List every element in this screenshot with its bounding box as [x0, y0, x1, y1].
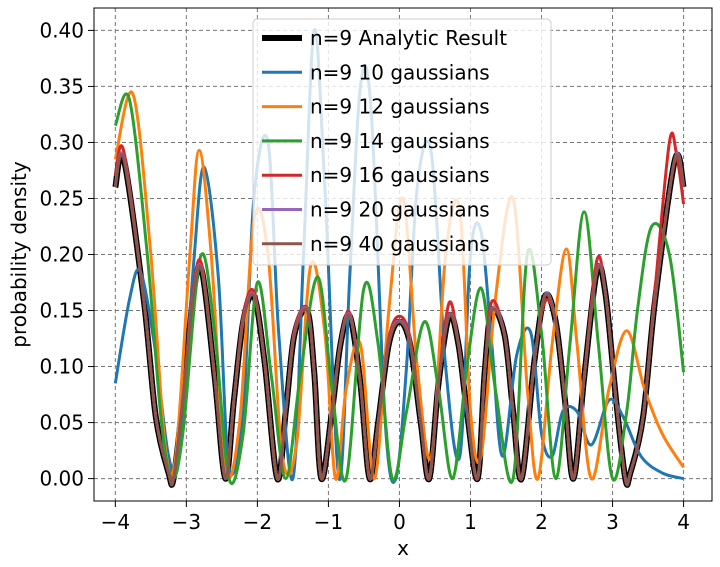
legend-label: n=9 Analytic Result [310, 26, 507, 50]
x-axis: −4 −3 −2 −1 0 1 2 3 4 [101, 501, 690, 534]
legend-label: n=9 40 gaussians [310, 232, 490, 256]
legend-label: n=9 20 gaussians [310, 198, 490, 222]
y-axis-label: probability density [7, 161, 31, 348]
legend-label: n=9 10 gaussians [310, 60, 490, 84]
legend-label: n=9 12 gaussians [310, 95, 490, 119]
x-tick-label: −4 [101, 510, 130, 534]
y-tick-label: 0.20 [39, 243, 84, 267]
x-tick-label: 3 [606, 510, 619, 534]
x-axis-label: x [397, 536, 409, 560]
x-tick-label: −2 [243, 510, 272, 534]
x-tick-label: 4 [677, 510, 690, 534]
series-line-6 [113, 153, 686, 487]
x-tick-label: −3 [172, 510, 201, 534]
y-tick-label: 0.25 [39, 186, 84, 210]
y-tick-label: 0.35 [39, 74, 84, 98]
y-tick-label: 0.15 [39, 299, 84, 323]
x-tick-label: −1 [314, 510, 343, 534]
y-tick-label: 0.05 [39, 411, 84, 435]
legend-box [252, 18, 552, 266]
series-line-2 [113, 90, 685, 481]
x-tick-label: 2 [535, 510, 548, 534]
series-lines [112, 28, 687, 488]
x-tick-label: 0 [393, 510, 406, 534]
legend-label: n=9 16 gaussians [310, 163, 490, 187]
y-tick-label: 0.30 [39, 130, 84, 154]
y-tick-label: 0.00 [39, 467, 84, 491]
y-tick-label: 0.40 [39, 18, 84, 42]
series-line-3 [113, 92, 686, 485]
y-tick-label: 0.10 [39, 355, 84, 379]
legend-label: n=9 14 gaussians [310, 129, 490, 153]
x-tick-label: 1 [464, 510, 477, 534]
y-axis: 0.00 0.05 0.10 0.15 0.20 0.25 0.30 0.35 0.40 [39, 18, 94, 491]
legend: n=9 Analytic Result n=9 10 gaussians n=9 1… [252, 18, 552, 266]
